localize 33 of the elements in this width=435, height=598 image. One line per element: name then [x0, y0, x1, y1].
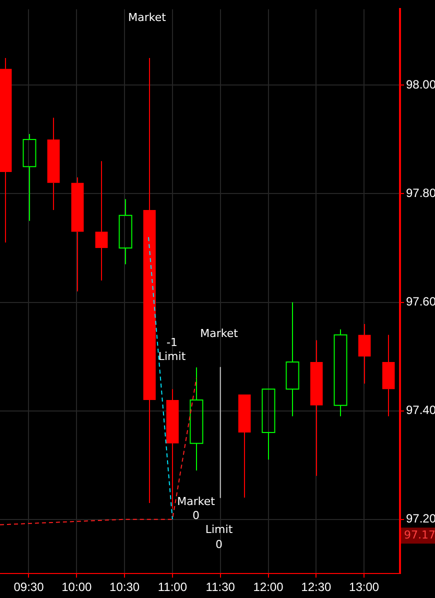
annotation: Market [200, 326, 239, 340]
annotation: Market [177, 494, 216, 508]
candlestick [382, 334, 395, 417]
candlestick [143, 58, 156, 504]
candlestick [286, 302, 300, 417]
annotation: Market [128, 10, 167, 24]
x-tick-label: 11:00 [158, 580, 188, 594]
x-tick-label: 13:00 [349, 580, 380, 594]
candlestick [238, 394, 251, 498]
x-tick-label: 12:30 [301, 580, 332, 594]
candlestick [118, 198, 132, 265]
x-tick-label: 11:30 [206, 580, 236, 594]
candlestick [262, 388, 276, 460]
annotation: 0 [216, 538, 222, 551]
candlestick [22, 134, 36, 222]
x-tick-label: 10:00 [62, 580, 92, 594]
candlestick [310, 340, 323, 476]
candlestick [71, 176, 84, 292]
candlestick [358, 323, 371, 384]
annotation: Limit [158, 350, 186, 363]
x-tick-label: 12:00 [253, 580, 284, 594]
candlestick [0, 58, 12, 244]
candlestick [166, 388, 179, 509]
annotation: 0 [192, 508, 200, 522]
candlestick [190, 366, 204, 471]
x-tick-label: 10:30 [110, 580, 140, 594]
annotation: -1 [166, 336, 178, 349]
candlestick [95, 160, 108, 282]
annotation: Limit [205, 522, 234, 536]
x-tick-label: 09:30 [14, 580, 44, 594]
candlestick [334, 328, 348, 417]
annotation: 97.17 [404, 528, 435, 542]
candlestick [47, 117, 60, 210]
